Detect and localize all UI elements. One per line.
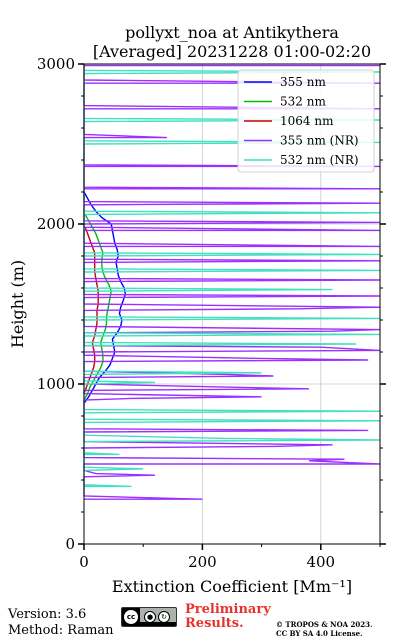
footer-info: Version: 3.6 Method: Raman bbox=[8, 607, 114, 639]
legend-label: 532 nm (NR) bbox=[280, 153, 359, 167]
x-tick-label: 200 bbox=[188, 553, 217, 571]
copyright-license: © TROPOS & NOA 2023. CC BY SA 4.0 Licens… bbox=[276, 620, 373, 638]
series-line-532-nm bbox=[83, 214, 112, 401]
y-tick-label: 2000 bbox=[37, 215, 75, 233]
plot-frame bbox=[83, 63, 381, 545]
preliminary-results-note: Preliminary Results. bbox=[185, 602, 271, 631]
legend-label: 532 nm bbox=[280, 95, 326, 109]
legend-box bbox=[237, 69, 375, 173]
cc-icon: cc bbox=[124, 610, 138, 624]
y-axis-label: Height (m) bbox=[8, 260, 27, 348]
x-axis-label: Extinction Coefficient [Mm⁻¹] bbox=[112, 577, 352, 596]
extinction-profile-chart: pollyxt_noa at Antikythera [Averaged] 20… bbox=[8, 23, 386, 596]
method-text: Method: Raman bbox=[8, 623, 114, 638]
y-tick-label: 0 bbox=[65, 535, 75, 553]
x-tick-label: 0 bbox=[79, 553, 89, 571]
chart-title-line2: [Averaged] 20231228 01:00-02:20 bbox=[93, 42, 371, 61]
legend-label: 355 nm (NR) bbox=[280, 134, 359, 148]
y-tick-label: 1000 bbox=[37, 375, 75, 393]
legend-label: 355 nm bbox=[280, 75, 326, 89]
cc-license-badge: cc ● ↻ bbox=[121, 607, 177, 627]
sa-icon: ↻ bbox=[158, 611, 170, 623]
axes: 0 200 400 0 1000 2000 3000 bbox=[37, 55, 386, 571]
version-text: Version: 3.6 bbox=[8, 607, 87, 622]
x-tick-label: 400 bbox=[306, 553, 335, 571]
chart-title-line1: pollyxt_noa at Antikythera bbox=[125, 23, 339, 42]
legend: 355 nm 532 nm 1064 nm 355 nm (NR) 532 nm (NR… bbox=[237, 69, 375, 173]
legend-label: 1064 nm bbox=[280, 114, 334, 128]
y-tick-label: 3000 bbox=[37, 55, 75, 73]
